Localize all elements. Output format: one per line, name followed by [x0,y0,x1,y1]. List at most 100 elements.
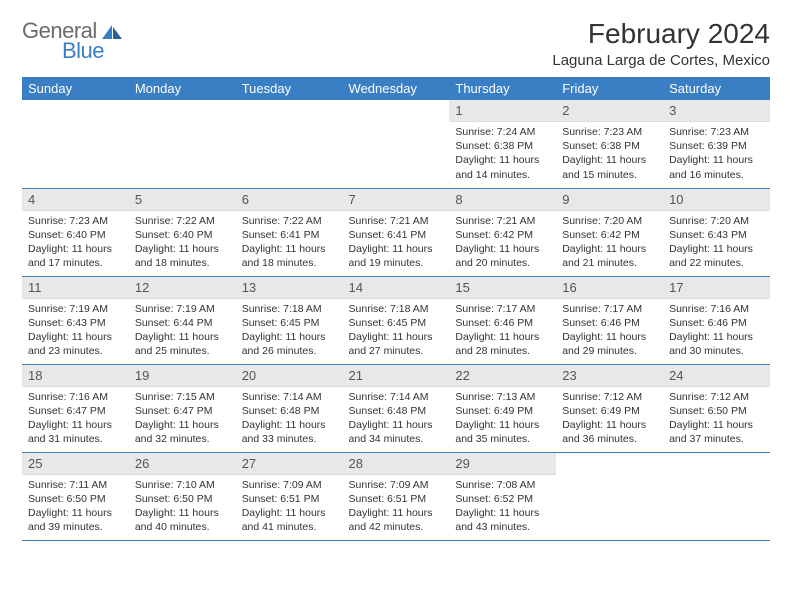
calendar-cell: 14Sunrise: 7:18 AMSunset: 6:45 PMDayligh… [343,276,450,364]
sunset-line: Sunset: 6:44 PM [135,316,230,330]
sunset-line: Sunset: 6:40 PM [28,228,123,242]
calendar-cell: 28Sunrise: 7:09 AMSunset: 6:51 PMDayligh… [343,452,450,540]
sunrise-line: Sunrise: 7:19 AM [135,302,230,316]
day-number: 13 [236,277,343,299]
daylight-line: Daylight: 11 hours and 28 minutes. [455,330,550,358]
day-number: 20 [236,365,343,387]
day-details: Sunrise: 7:09 AMSunset: 6:51 PMDaylight:… [236,475,343,540]
day-number: 8 [449,189,556,211]
sunrise-line: Sunrise: 7:11 AM [28,478,123,492]
calendar-cell: 17Sunrise: 7:16 AMSunset: 6:46 PMDayligh… [663,276,770,364]
calendar-row: 4Sunrise: 7:23 AMSunset: 6:40 PMDaylight… [22,188,770,276]
day-number: 18 [22,365,129,387]
day-number: 3 [663,100,770,122]
day-number: 24 [663,365,770,387]
daylight-line: Daylight: 11 hours and 25 minutes. [135,330,230,358]
sunset-line: Sunset: 6:50 PM [669,404,764,418]
calendar-cell: 4Sunrise: 7:23 AMSunset: 6:40 PMDaylight… [22,188,129,276]
day-number: 14 [343,277,450,299]
sunrise-line: Sunrise: 7:21 AM [349,214,444,228]
calendar-table: Sunday Monday Tuesday Wednesday Thursday… [22,77,770,541]
day-number: 15 [449,277,556,299]
day-number: 1 [449,100,556,122]
daylight-line: Daylight: 11 hours and 40 minutes. [135,506,230,534]
sunset-line: Sunset: 6:45 PM [242,316,337,330]
sunset-line: Sunset: 6:49 PM [562,404,657,418]
daylight-line: Daylight: 11 hours and 16 minutes. [669,153,764,181]
day-details: Sunrise: 7:12 AMSunset: 6:49 PMDaylight:… [556,387,663,452]
day-details: Sunrise: 7:19 AMSunset: 6:43 PMDaylight:… [22,299,129,364]
daylight-line: Daylight: 11 hours and 18 minutes. [242,242,337,270]
sunrise-line: Sunrise: 7:09 AM [349,478,444,492]
day-number: 23 [556,365,663,387]
calendar-cell: 19Sunrise: 7:15 AMSunset: 6:47 PMDayligh… [129,364,236,452]
daylight-line: Daylight: 11 hours and 32 minutes. [135,418,230,446]
month-title: February 2024 [552,18,770,50]
calendar-cell [663,452,770,540]
calendar-cell: 3Sunrise: 7:23 AMSunset: 6:39 PMDaylight… [663,100,770,188]
calendar-cell [236,100,343,188]
day-number: 5 [129,189,236,211]
day-number: 10 [663,189,770,211]
daylight-line: Daylight: 11 hours and 18 minutes. [135,242,230,270]
sunrise-line: Sunrise: 7:15 AM [135,390,230,404]
sunset-line: Sunset: 6:38 PM [455,139,550,153]
day-number: 6 [236,189,343,211]
sunset-line: Sunset: 6:46 PM [562,316,657,330]
sunrise-line: Sunrise: 7:14 AM [242,390,337,404]
calendar-cell: 7Sunrise: 7:21 AMSunset: 6:41 PMDaylight… [343,188,450,276]
sunset-line: Sunset: 6:46 PM [669,316,764,330]
daylight-line: Daylight: 11 hours and 34 minutes. [349,418,444,446]
day-number: 4 [22,189,129,211]
calendar-cell: 23Sunrise: 7:12 AMSunset: 6:49 PMDayligh… [556,364,663,452]
day-header: Sunday [22,77,129,100]
day-details: Sunrise: 7:11 AMSunset: 6:50 PMDaylight:… [22,475,129,540]
day-number: 9 [556,189,663,211]
day-header: Saturday [663,77,770,100]
day-number: 21 [343,365,450,387]
day-details: Sunrise: 7:12 AMSunset: 6:50 PMDaylight:… [663,387,770,452]
calendar-cell: 11Sunrise: 7:19 AMSunset: 6:43 PMDayligh… [22,276,129,364]
calendar-cell: 18Sunrise: 7:16 AMSunset: 6:47 PMDayligh… [22,364,129,452]
calendar-row: 1Sunrise: 7:24 AMSunset: 6:38 PMDaylight… [22,100,770,188]
sunrise-line: Sunrise: 7:22 AM [135,214,230,228]
daylight-line: Daylight: 11 hours and 26 minutes. [242,330,337,358]
day-header: Monday [129,77,236,100]
day-details: Sunrise: 7:22 AMSunset: 6:40 PMDaylight:… [129,211,236,276]
calendar-cell: 13Sunrise: 7:18 AMSunset: 6:45 PMDayligh… [236,276,343,364]
daylight-line: Daylight: 11 hours and 19 minutes. [349,242,444,270]
daylight-line: Daylight: 11 hours and 14 minutes. [455,153,550,181]
sunrise-line: Sunrise: 7:22 AM [242,214,337,228]
day-number: 17 [663,277,770,299]
daylight-line: Daylight: 11 hours and 15 minutes. [562,153,657,181]
day-details: Sunrise: 7:20 AMSunset: 6:43 PMDaylight:… [663,211,770,276]
title-block: February 2024 Laguna Larga de Cortes, Me… [552,18,770,69]
day-header: Wednesday [343,77,450,100]
day-number: 26 [129,453,236,475]
calendar-cell: 15Sunrise: 7:17 AMSunset: 6:46 PMDayligh… [449,276,556,364]
sunrise-line: Sunrise: 7:09 AM [242,478,337,492]
calendar-cell: 25Sunrise: 7:11 AMSunset: 6:50 PMDayligh… [22,452,129,540]
sunrise-line: Sunrise: 7:23 AM [562,125,657,139]
day-details: Sunrise: 7:09 AMSunset: 6:51 PMDaylight:… [343,475,450,540]
day-details: Sunrise: 7:16 AMSunset: 6:47 PMDaylight:… [22,387,129,452]
day-details: Sunrise: 7:23 AMSunset: 6:39 PMDaylight:… [663,122,770,187]
day-details: Sunrise: 7:19 AMSunset: 6:44 PMDaylight:… [129,299,236,364]
daylight-line: Daylight: 11 hours and 27 minutes. [349,330,444,358]
sunset-line: Sunset: 6:45 PM [349,316,444,330]
sunrise-line: Sunrise: 7:12 AM [669,390,764,404]
calendar-cell: 2Sunrise: 7:23 AMSunset: 6:38 PMDaylight… [556,100,663,188]
calendar-row: 25Sunrise: 7:11 AMSunset: 6:50 PMDayligh… [22,452,770,540]
calendar-cell [129,100,236,188]
daylight-line: Daylight: 11 hours and 17 minutes. [28,242,123,270]
day-details: Sunrise: 7:10 AMSunset: 6:50 PMDaylight:… [129,475,236,540]
sunrise-line: Sunrise: 7:24 AM [455,125,550,139]
calendar-cell: 16Sunrise: 7:17 AMSunset: 6:46 PMDayligh… [556,276,663,364]
day-details: Sunrise: 7:24 AMSunset: 6:38 PMDaylight:… [449,122,556,187]
sunset-line: Sunset: 6:42 PM [562,228,657,242]
calendar-cell: 27Sunrise: 7:09 AMSunset: 6:51 PMDayligh… [236,452,343,540]
daylight-line: Daylight: 11 hours and 36 minutes. [562,418,657,446]
sunrise-line: Sunrise: 7:13 AM [455,390,550,404]
sunrise-line: Sunrise: 7:08 AM [455,478,550,492]
logo: GeneralBlue [22,18,124,64]
